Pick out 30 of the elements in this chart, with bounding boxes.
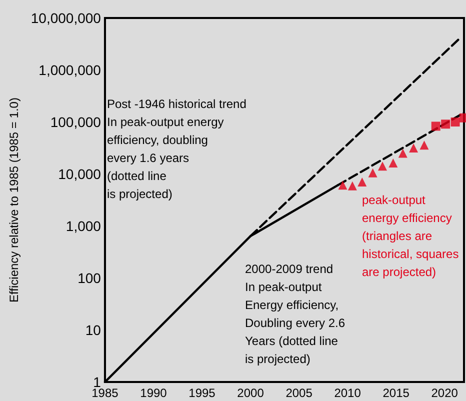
y-tick-label: 100 (78, 270, 102, 286)
x-tick-label: 1995 (188, 386, 216, 400)
point (441, 120, 450, 129)
y-tick-label: 10,000,000 (30, 10, 102, 26)
y-tick-label: 10 (85, 322, 102, 338)
point (348, 181, 357, 190)
point (338, 180, 348, 190)
annotation: 2000-2009 trend In peak-output Energy efficiency, Doubling every 2.6 Years (dotted line is projected) (245, 262, 346, 366)
x-tick-label: 2015 (382, 386, 410, 400)
annotation: peak-output energy efficiency (triangles are historical, squares are projected) (362, 193, 459, 279)
point (450, 118, 460, 126)
x-tick-label: 2005 (286, 386, 313, 400)
y-axis-title: Efficiency relative to 1985 (1985 = 1.0) (7, 98, 21, 302)
point (358, 178, 367, 187)
point (409, 144, 418, 153)
point (431, 122, 440, 131)
point (420, 140, 429, 150)
y-tick-label: 100,000 (50, 114, 102, 130)
point (378, 162, 387, 171)
y-tick-label: 1,000 (66, 218, 102, 234)
annotation: Post -1946 historical trend In peak-output energy efficiency, doubling every 1.6 years (dotted line is projected) (107, 97, 246, 201)
point (368, 168, 378, 178)
x-tick-label: 2020 (431, 386, 458, 400)
x-tick-label: 1990 (140, 386, 168, 400)
x-tick-label: 2010 (334, 386, 362, 400)
y-tick-label: 10,000 (58, 166, 102, 182)
point (398, 148, 408, 158)
y-tick-label: 1,000,000 (38, 62, 102, 78)
point (388, 158, 398, 168)
x-tick-label: 2000 (237, 386, 264, 400)
